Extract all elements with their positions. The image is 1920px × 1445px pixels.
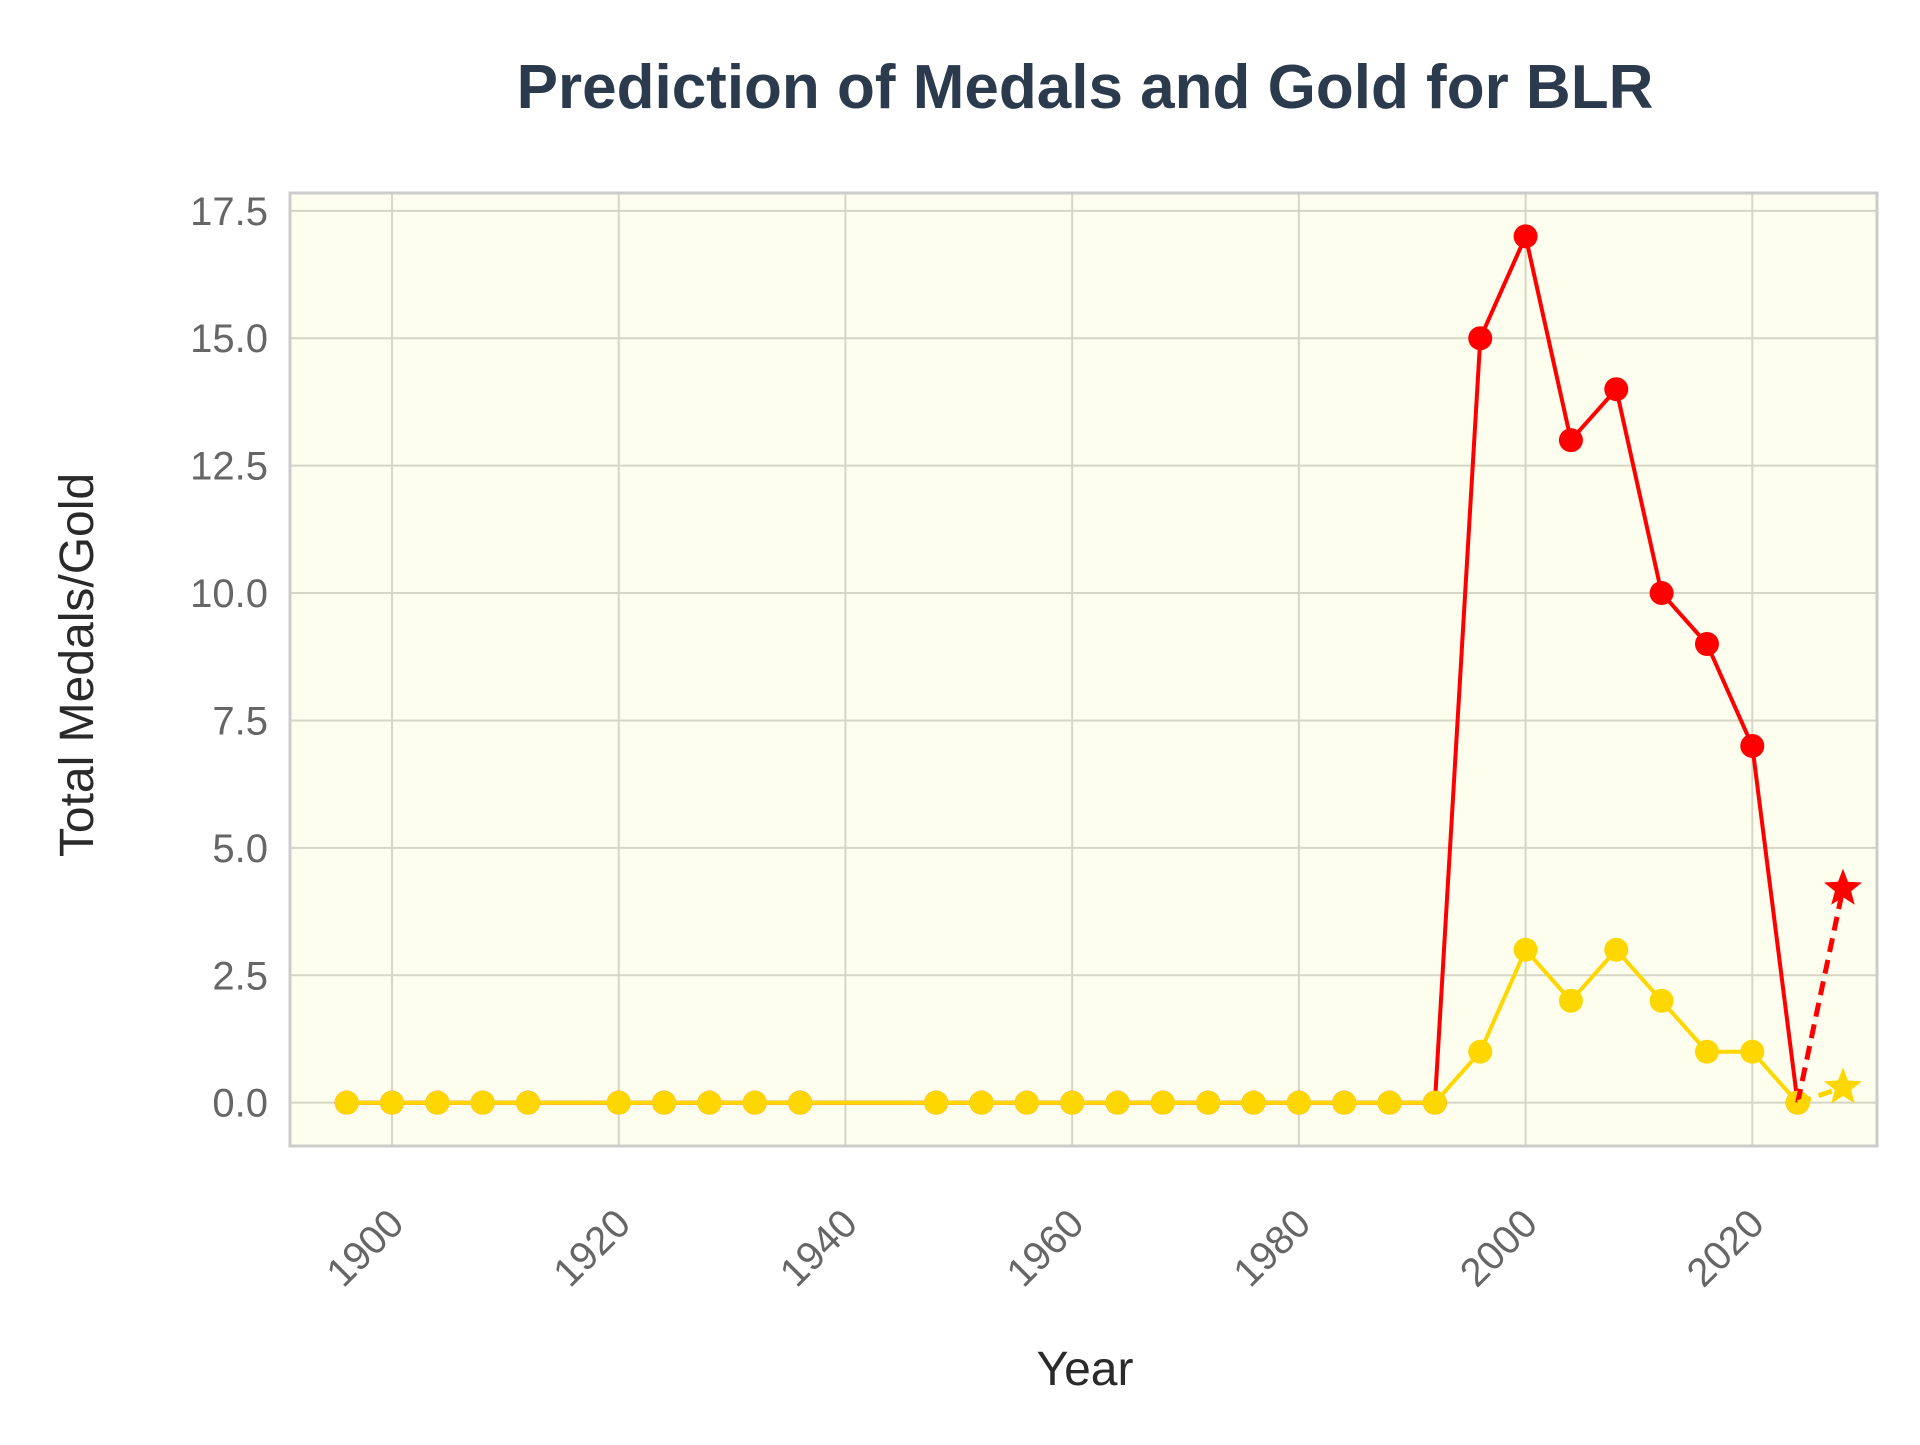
grid <box>290 193 1877 1146</box>
x-tick-label: 1980 <box>1225 1201 1319 1295</box>
y-tick-label: 7.5 <box>212 699 268 743</box>
data-point <box>1740 1039 1765 1064</box>
chart-title: Prediction of Medals and Gold for BLR <box>517 53 1654 122</box>
data-point <box>1332 1090 1357 1115</box>
x-tick-label: 1940 <box>772 1201 866 1295</box>
data-point <box>1558 988 1583 1013</box>
data-point <box>516 1090 541 1115</box>
y-tick-label: 10.0 <box>190 572 268 616</box>
y-tick-label: 17.5 <box>190 190 268 234</box>
series-1 <box>334 937 1810 1115</box>
y-tick-label: 5.0 <box>212 827 268 871</box>
prediction-star-marker <box>1824 868 1862 905</box>
data-point <box>1241 1090 1266 1115</box>
y-tick-label: 2.5 <box>212 954 268 998</box>
x-tick-label: 1920 <box>545 1201 639 1295</box>
y-axis-label: Total Medals/Gold <box>51 473 104 857</box>
data-point <box>606 1090 631 1115</box>
y-tick-label: 0.0 <box>212 1082 268 1126</box>
prediction-star-marker <box>1824 1067 1862 1104</box>
data-point <box>1105 1090 1130 1115</box>
data-point <box>969 1090 994 1115</box>
x-tick-label: 1960 <box>998 1201 1092 1295</box>
prediction-0 <box>1795 868 1862 1104</box>
y-tick-label: 12.5 <box>190 445 268 489</box>
data-point <box>1649 988 1674 1013</box>
data-point <box>1694 1039 1719 1064</box>
data-point <box>1468 1039 1493 1064</box>
data-point <box>1060 1090 1085 1115</box>
data-point <box>742 1090 767 1115</box>
plot-frame <box>288 191 1879 1148</box>
data-point <box>1694 632 1719 657</box>
plot-area: 0.0 2.5 5.0 7.5 10.0 12.5 15.0 17.5 1900 1920 1940… <box>190 190 1879 1295</box>
data-point <box>1649 581 1674 606</box>
plot-background <box>290 193 1877 1146</box>
data-point <box>1014 1090 1039 1115</box>
data-point <box>924 1090 949 1115</box>
data-point <box>1604 937 1629 962</box>
data-point <box>652 1090 677 1115</box>
data-point <box>1468 326 1493 351</box>
prediction-line <box>1795 888 1846 1104</box>
data-point <box>470 1090 495 1115</box>
data-point <box>1513 224 1538 249</box>
prediction-line <box>1796 1085 1844 1106</box>
data-point <box>380 1090 405 1115</box>
data-point <box>1740 733 1765 758</box>
x-axis-label: Year <box>1037 1343 1134 1396</box>
prediction-1 <box>1796 1067 1862 1106</box>
y-tick-label: 15.0 <box>190 317 268 361</box>
x-tick-label: 1900 <box>318 1201 412 1295</box>
data-point <box>1196 1090 1221 1115</box>
x-tick-label: 2020 <box>1679 1201 1773 1295</box>
data-point <box>1558 428 1583 453</box>
data-point <box>1422 1090 1447 1115</box>
data-point <box>334 1090 359 1115</box>
data-point <box>1604 377 1629 402</box>
data-point <box>1286 1090 1311 1115</box>
data-point <box>1150 1090 1175 1115</box>
data-point <box>697 1090 722 1115</box>
x-tick-label: 2000 <box>1452 1201 1546 1295</box>
data-point <box>1513 937 1538 962</box>
data-point <box>1377 1090 1402 1115</box>
data-point <box>788 1090 813 1115</box>
data-point <box>425 1090 450 1115</box>
